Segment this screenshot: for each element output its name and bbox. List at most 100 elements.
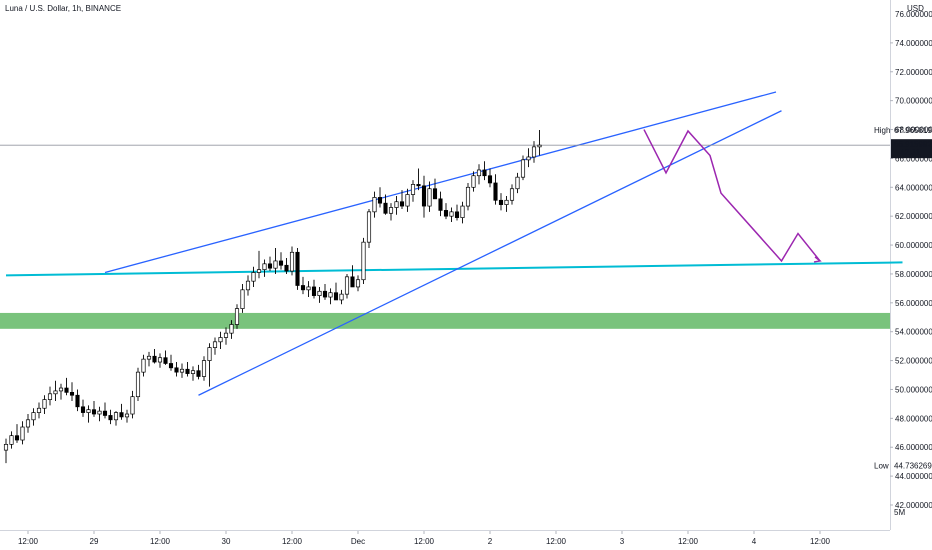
y-tick-label: 74.0000000: [895, 39, 932, 48]
candle-body-up: [256, 269, 262, 273]
candle: [476, 164, 482, 185]
candle: [80, 399, 86, 417]
candle-body-up: [179, 368, 185, 373]
candle-body-up: [97, 410, 102, 415]
candle: [201, 356, 207, 381]
candle-body-down: [196, 370, 201, 377]
candle-body-down: [119, 412, 124, 418]
candle-body-down: [443, 210, 449, 217]
y-tick-label: 44.0000000: [895, 472, 932, 481]
candle: [509, 184, 515, 205]
candle: [130, 390, 135, 419]
candle: [537, 129, 542, 156]
support-trend-line[interactable]: [198, 110, 782, 396]
y-tick-label: 50.0000000: [895, 385, 932, 394]
candle-body-down: [311, 286, 317, 296]
candle: [372, 191, 377, 218]
candle: [454, 204, 460, 221]
candle: [146, 351, 152, 367]
candle-body-up: [526, 156, 531, 161]
x-axis-labels[interactable]: 12:00 29 12:00 30 12:00 Dec 12:00 2 12:00 3 12:00 4…: [18, 531, 831, 546]
candle: [284, 258, 289, 274]
price-axis[interactable]: [891, 0, 932, 518]
candle-body-down: [108, 415, 113, 421]
y-axis-labels: 74.0000000 72.0000000 70.0000000 68.0000000…: [890, 10, 932, 510]
candle-body-up: [229, 324, 234, 334]
candle-body-down: [322, 290, 328, 298]
candle: [42, 395, 47, 415]
y-tick-label: 42.0000000: [895, 501, 932, 510]
candle-body-down: [75, 394, 80, 408]
candle-body-up: [372, 197, 377, 213]
candle-body-up: [273, 260, 278, 269]
candle: [75, 389, 80, 412]
candle: [504, 195, 509, 212]
x-tick-label: 12:00: [810, 537, 831, 546]
candle-body-up: [471, 175, 476, 188]
candle-body-up: [245, 280, 251, 291]
candle-body-down: [421, 185, 427, 207]
low-marker-value: 44.7362695: [894, 461, 932, 470]
candle-body-down: [152, 355, 157, 363]
candle: [141, 354, 146, 377]
high-marker-value: 67.9658198: [894, 126, 932, 135]
plot-area: [0, 91, 903, 464]
candle: [218, 331, 223, 350]
candle-body-up: [388, 207, 394, 214]
candle-body-up: [289, 251, 295, 272]
candle: [262, 259, 267, 277]
candle: [135, 367, 141, 402]
candle: [113, 411, 119, 426]
candle: [377, 187, 383, 208]
candle: [306, 281, 311, 298]
candle-body-down: [102, 410, 108, 416]
candle: [273, 247, 278, 274]
candle-body-up: [339, 293, 344, 301]
candle: [36, 402, 42, 419]
candle-body-up: [20, 426, 25, 441]
candle-body-up: [190, 370, 196, 374]
x-tick-label: 4: [752, 537, 757, 546]
volume-scale-label: 5M: [894, 508, 905, 517]
candle-body-up: [207, 347, 212, 361]
candle: [317, 286, 322, 303]
candle-body-up: [394, 201, 399, 208]
x-tick-label: 3: [620, 537, 625, 546]
candle-body-down: [333, 292, 339, 301]
y-tick-label: 64.0000000: [895, 183, 932, 192]
candle-body-up: [460, 205, 465, 218]
projection-path[interactable]: [643, 129, 821, 263]
candle: [427, 181, 432, 212]
candle-body-up: [36, 407, 42, 413]
y-tick-label: 60.0000000: [895, 241, 932, 250]
horizontal-trend-line[interactable]: [5, 261, 903, 277]
candle: [465, 182, 471, 211]
candle: [383, 194, 388, 215]
chart-title: Luna / U.S. Dollar, 1h, BINANCE: [5, 4, 121, 13]
candle: [416, 168, 421, 191]
candle-body-up: [317, 290, 322, 296]
candle: [152, 349, 157, 364]
resistance-trend-line[interactable]: [104, 91, 777, 274]
candle-body-up: [262, 263, 267, 270]
candle: [443, 203, 449, 220]
candle: [53, 380, 58, 402]
candle: [394, 195, 399, 215]
candle: [86, 405, 91, 423]
candle: [399, 190, 405, 209]
candle: [460, 201, 465, 224]
y-tick-label: 68.0000000: [895, 126, 932, 135]
x-tick-label: Dec: [351, 537, 365, 546]
candle: [251, 266, 256, 287]
candle: [108, 409, 113, 425]
x-tick-label: 12:00: [150, 537, 171, 546]
y-tick-label: 52.0000000: [895, 357, 932, 366]
candle-body-up: [53, 390, 58, 395]
candle-body-up: [240, 289, 245, 309]
candle: [69, 382, 75, 402]
candle: [31, 408, 36, 426]
y-tick-label: 72.0000000: [895, 68, 932, 77]
y-tick-label: 56.0000000: [895, 299, 932, 308]
candle: [405, 188, 410, 212]
